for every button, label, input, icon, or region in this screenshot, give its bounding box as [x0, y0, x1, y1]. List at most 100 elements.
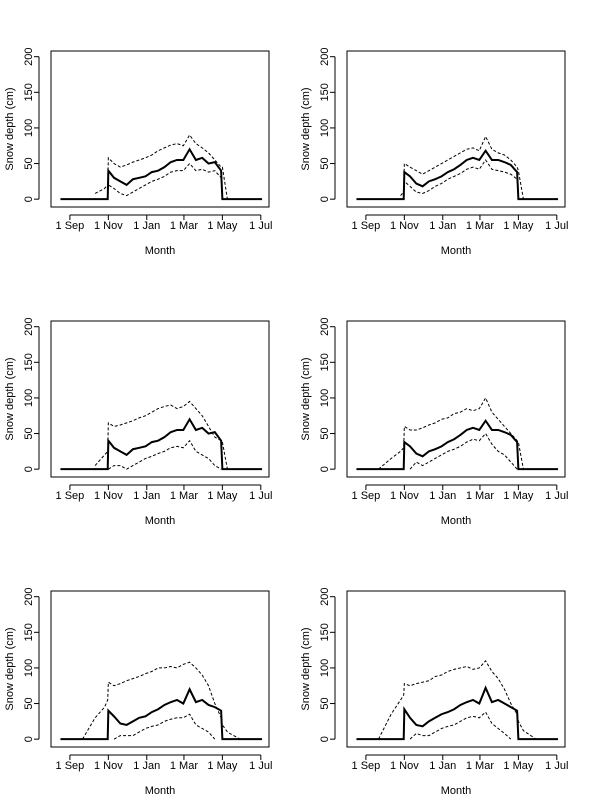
- x-axis-title: Month: [441, 785, 472, 797]
- x-tick-label: 1 Jan: [133, 760, 160, 772]
- panel: 0 50 100 150 200 1 Sep 1 Nov 1 Jan 1 Mar 1 May 1 J…: [300, 318, 569, 527]
- plot-frame: [346, 590, 566, 748]
- y-axis-title: Snow depth (cm): [4, 357, 16, 440]
- x-tick-label: 1 Sep: [56, 490, 85, 502]
- series-line: [356, 148, 559, 201]
- x-tick-label: 1 Jul: [249, 760, 272, 772]
- y-tick-label: 100: [319, 389, 331, 407]
- y-tick-label: 100: [319, 119, 331, 137]
- y-tick-label: 150: [23, 353, 35, 371]
- y-axis-title: Snow depth (cm): [4, 627, 16, 710]
- x-tick-label: 1 Jan: [133, 490, 160, 502]
- y-axis-title: Snow depth (cm): [300, 357, 312, 440]
- series-line: [378, 659, 537, 740]
- x-tick-label: 1 Jul: [545, 490, 568, 502]
- x-tick-label: 1 Jan: [429, 220, 456, 232]
- y-tick-label: 150: [319, 623, 331, 641]
- x-tick-label: 1 Nov: [94, 220, 123, 232]
- y-axis-title: Snow depth (cm): [300, 627, 312, 710]
- x-tick-label: 1 Jul: [545, 760, 568, 772]
- y-tick-label: 100: [23, 659, 35, 677]
- y-tick-label: 50: [319, 427, 331, 439]
- y-axis-title: Snow depth (cm): [4, 87, 16, 170]
- series-line: [356, 418, 559, 471]
- y-tick-label: 100: [23, 119, 35, 137]
- y-tick-label: 200: [319, 48, 331, 66]
- y-tick-label: 50: [23, 697, 35, 709]
- panel: 0 50 100 150 200 1 Sep 1 Nov 1 Jan 1 Mar 1 May 1 J…: [4, 48, 273, 257]
- x-tick-label: 1 May: [207, 490, 237, 502]
- series-line: [113, 713, 216, 740]
- x-axis-title: Month: [441, 515, 472, 527]
- panel: 0 50 100 150 200 1 Sep 1 Nov 1 Jan 1 Mar 1 May 1 J…: [4, 318, 273, 527]
- y-tick-label: 50: [319, 157, 331, 169]
- y-tick-label: 200: [23, 318, 35, 336]
- x-tick-label: 1 May: [207, 220, 237, 232]
- y-tick-label: 0: [23, 466, 35, 472]
- series-line: [378, 396, 524, 470]
- series-line: [82, 661, 241, 740]
- x-axis-title: Month: [145, 515, 176, 527]
- x-tick-label: 1 Sep: [352, 490, 381, 502]
- y-tick-label: 0: [23, 736, 35, 742]
- series-line: [60, 686, 263, 741]
- y-tick-label: 0: [319, 466, 331, 472]
- y-tick-label: 200: [23, 48, 35, 66]
- x-tick-label: 1 May: [503, 490, 533, 502]
- x-tick-label: 1 Jan: [133, 220, 160, 232]
- series-line: [94, 400, 228, 470]
- x-axis-title: Month: [145, 245, 176, 257]
- plot-frame: [50, 320, 270, 478]
- x-tick-label: 1 Jul: [249, 220, 272, 232]
- x-tick-label: 1 Mar: [170, 220, 198, 232]
- series-line: [409, 711, 512, 740]
- y-tick-label: 150: [319, 353, 331, 371]
- x-tick-label: 1 Mar: [466, 220, 494, 232]
- x-tick-label: 1 May: [503, 220, 533, 232]
- y-tick-label: 150: [23, 623, 35, 641]
- y-tick-label: 0: [319, 736, 331, 742]
- x-tick-label: 1 Sep: [56, 220, 85, 232]
- x-tick-label: 1 Jul: [249, 490, 272, 502]
- panel: 0 50 100 150 200 1 Sep 1 Nov 1 Jan 1 Mar 1 May 1 J…: [300, 48, 569, 257]
- series-line: [60, 417, 263, 471]
- y-tick-label: 150: [319, 83, 331, 101]
- y-tick-label: 200: [319, 318, 331, 336]
- series-line: [400, 135, 524, 200]
- x-tick-label: 1 Sep: [352, 760, 381, 772]
- y-tick-label: 50: [23, 427, 35, 439]
- plot-frame: [50, 590, 270, 748]
- series-line: [94, 134, 228, 200]
- x-tick-label: 1 Sep: [56, 760, 85, 772]
- plot-frame: [346, 320, 566, 478]
- x-tick-label: 1 Jan: [429, 760, 456, 772]
- y-tick-label: 100: [23, 389, 35, 407]
- y-tick-label: 0: [23, 196, 35, 202]
- series-line: [60, 147, 263, 201]
- y-axis-title: Snow depth (cm): [300, 87, 312, 170]
- y-tick-label: 100: [319, 659, 331, 677]
- x-tick-label: 1 Mar: [170, 760, 198, 772]
- series-line: [409, 432, 518, 470]
- y-tick-label: 50: [23, 157, 35, 169]
- series-line: [107, 162, 223, 200]
- x-tick-label: 1 May: [503, 760, 533, 772]
- y-tick-label: 200: [319, 588, 331, 606]
- x-tick-label: 1 Mar: [466, 490, 494, 502]
- x-tick-label: 1 Sep: [352, 220, 381, 232]
- x-tick-label: 1 Nov: [94, 490, 123, 502]
- x-tick-label: 1 Jul: [545, 220, 568, 232]
- y-tick-label: 0: [319, 196, 331, 202]
- x-tick-label: 1 May: [207, 760, 237, 772]
- x-tick-label: 1 Jan: [429, 490, 456, 502]
- plot-frame: [50, 50, 270, 208]
- x-tick-label: 1 Mar: [170, 490, 198, 502]
- plot-frame: [346, 50, 566, 208]
- x-tick-label: 1 Mar: [466, 760, 494, 772]
- y-tick-label: 150: [23, 83, 35, 101]
- y-tick-label: 200: [23, 588, 35, 606]
- series-line: [356, 685, 559, 741]
- x-tick-label: 1 Nov: [390, 490, 419, 502]
- x-tick-label: 1 Nov: [94, 760, 123, 772]
